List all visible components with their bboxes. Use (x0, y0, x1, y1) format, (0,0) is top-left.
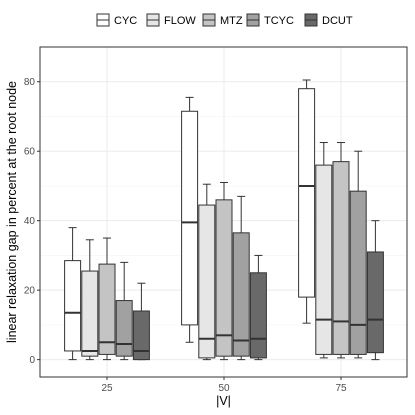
box-mtz-75 (332, 142, 350, 359)
box-dcut-50 (249, 254, 267, 361)
box-tcyc-50 (232, 195, 250, 361)
legend-item-cyc: CYC (96, 13, 137, 27)
box-body (349, 190, 367, 355)
box-body (215, 199, 233, 357)
legend-item-tcyc: TCYC (246, 13, 294, 27)
y-tick-label: 20 (24, 286, 36, 297)
y-tick-label: 60 (24, 147, 36, 158)
y-tick-label: 40 (24, 216, 36, 227)
x-axis: 25 50 75 (101, 377, 347, 394)
y-tick-label: 0 (29, 355, 35, 366)
box-cyc-50 (181, 96, 199, 343)
box-flow-50 (198, 183, 216, 361)
box-dcut-25 (132, 282, 150, 361)
legend-label: FLOW (164, 15, 196, 27)
box-body (249, 272, 267, 359)
y-tick-label: 80 (24, 77, 36, 88)
x-tick-label: 25 (101, 383, 113, 394)
box-body (198, 204, 216, 359)
legend-label: CYC (114, 15, 137, 27)
legend-label: TCYC (264, 15, 294, 27)
box-body (332, 161, 350, 355)
box-mtz-50 (215, 181, 233, 361)
legend-label: DCUT (322, 15, 353, 27)
box-body (232, 232, 250, 357)
box-body (81, 270, 99, 357)
box-body (132, 310, 150, 361)
legend-item-mtz: MTZ (202, 13, 243, 27)
legend: CYC FLOW MTZ TCYC DCUT (96, 13, 353, 27)
box-body (115, 300, 133, 357)
legend-item-dcut: DCUT (304, 13, 353, 27)
box-body (315, 164, 333, 355)
legend-item-flow: FLOW (146, 13, 196, 27)
box-cyc-75 (298, 79, 316, 324)
y-axis: 0 20 40 60 80 (24, 77, 40, 366)
box-body (298, 88, 316, 298)
x-axis-title: |V| (216, 394, 231, 408)
box-tcyc-25 (115, 261, 133, 361)
x-tick-label: 50 (218, 383, 230, 394)
x-tick-label: 75 (335, 383, 347, 394)
box-mtz-25 (98, 237, 116, 361)
box-flow-75 (315, 142, 333, 359)
box-body (98, 263, 116, 355)
box-body (366, 251, 384, 354)
legend-label: MTZ (220, 15, 243, 27)
box-tcyc-75 (349, 150, 367, 359)
boxes (64, 79, 384, 361)
box-cyc-25 (64, 227, 82, 361)
box-body (64, 260, 82, 352)
y-axis-title: linear relaxation gap in percent at the … (5, 81, 19, 343)
box-body (181, 110, 199, 326)
box-flow-25 (81, 239, 99, 361)
box-dcut-75 (366, 220, 384, 361)
